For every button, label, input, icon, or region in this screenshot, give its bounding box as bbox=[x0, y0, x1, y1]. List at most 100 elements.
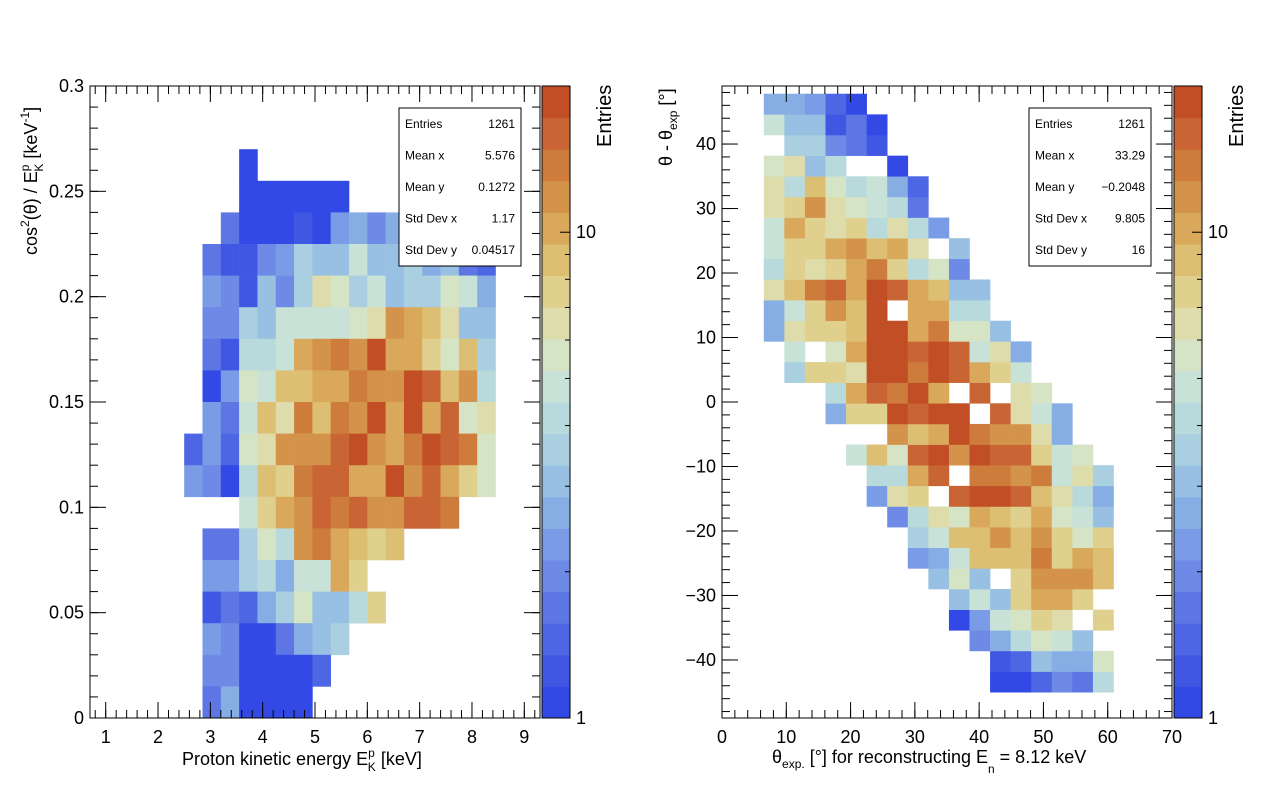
heatmap-cell bbox=[367, 402, 386, 434]
heatmap-cell bbox=[422, 338, 441, 371]
heatmap-cell bbox=[330, 465, 350, 498]
heatmap-cell bbox=[330, 244, 350, 276]
heatmap-cell bbox=[312, 591, 331, 624]
y-tick-label: 0.25 bbox=[49, 181, 84, 201]
heatmap-cell bbox=[763, 176, 785, 198]
stats-value: 5.576 bbox=[485, 149, 515, 163]
heatmap-cell bbox=[866, 320, 888, 342]
heatmap-cell bbox=[1051, 650, 1073, 672]
heatmap-cell bbox=[928, 341, 950, 363]
heatmap-cell bbox=[1051, 403, 1073, 425]
heatmap-cell bbox=[948, 403, 970, 425]
heatmap-cell bbox=[458, 433, 478, 466]
right-palette-title: Entries bbox=[1226, 85, 1248, 147]
heatmap-cell bbox=[1072, 485, 1094, 507]
palette-tick-label: 10 bbox=[576, 222, 596, 242]
heatmap-cell bbox=[846, 444, 867, 466]
heatmap-cell bbox=[294, 528, 313, 561]
heatmap-cell bbox=[846, 238, 867, 260]
heatmap-cell bbox=[220, 560, 240, 592]
heatmap-cell bbox=[928, 527, 950, 549]
heatmap-cell bbox=[1051, 527, 1073, 549]
heatmap-cell bbox=[257, 212, 277, 245]
heatmap-cell bbox=[1010, 382, 1032, 404]
heatmap-cell bbox=[257, 528, 277, 561]
heatmap-cell bbox=[294, 275, 313, 308]
x-tick-label: 8 bbox=[467, 727, 477, 747]
heatmap-cell bbox=[887, 176, 909, 198]
heatmap-cell bbox=[294, 370, 313, 403]
heatmap-cell bbox=[1051, 609, 1073, 631]
heatmap-cell bbox=[948, 341, 970, 363]
heatmap-cell bbox=[846, 114, 867, 136]
heatmap-cell bbox=[239, 307, 258, 340]
heatmap-cell bbox=[1031, 609, 1053, 631]
heatmap-cell bbox=[257, 465, 277, 498]
heatmap-cell bbox=[1010, 527, 1032, 549]
heatmap-cell bbox=[825, 196, 847, 218]
heatmap-cell bbox=[948, 300, 970, 322]
heatmap-cell bbox=[1010, 423, 1032, 445]
palette-swatch bbox=[1174, 180, 1202, 213]
heatmap-cell bbox=[1072, 568, 1094, 590]
heatmap-cell bbox=[846, 300, 867, 322]
heatmap-cell bbox=[948, 238, 970, 260]
palette-swatch bbox=[542, 149, 570, 182]
x-tick-label: 0 bbox=[717, 727, 727, 747]
y-tick-label: −40 bbox=[685, 650, 716, 670]
heatmap-cell bbox=[257, 307, 277, 340]
heatmap-cell bbox=[458, 402, 478, 434]
heatmap-cell bbox=[887, 465, 909, 487]
heatmap-cell bbox=[257, 402, 277, 434]
heatmap-cell bbox=[294, 496, 313, 529]
heatmap-cell bbox=[1010, 609, 1032, 631]
heatmap-cell bbox=[969, 320, 991, 342]
heatmap-cell bbox=[763, 238, 785, 260]
heatmap-cell bbox=[825, 238, 847, 260]
heatmap-cell bbox=[1031, 506, 1053, 528]
heatmap-cell bbox=[928, 568, 950, 590]
heatmap-cell bbox=[763, 217, 785, 239]
heatmap-cell bbox=[825, 403, 847, 425]
heatmap-cell bbox=[804, 300, 826, 322]
heatmap-cell bbox=[804, 114, 826, 136]
heatmap-cell bbox=[990, 671, 1011, 693]
heatmap-cell bbox=[1072, 650, 1094, 672]
palette-frame bbox=[1173, 85, 1203, 719]
heatmap-cell bbox=[312, 212, 331, 245]
heatmap-cell bbox=[385, 433, 405, 466]
heatmap-cell bbox=[239, 560, 258, 592]
heatmap-cell bbox=[990, 650, 1011, 672]
heatmap-cell bbox=[294, 433, 313, 466]
heatmap-cell bbox=[330, 433, 350, 466]
heatmap-cell bbox=[1051, 506, 1073, 528]
heatmap-cell bbox=[866, 300, 888, 322]
palette-swatch bbox=[1174, 686, 1202, 719]
heatmap-cell bbox=[312, 180, 331, 213]
stats-label: Mean x bbox=[405, 149, 444, 163]
y-tick-label: 0.05 bbox=[49, 603, 84, 623]
x-tick-label: 1 bbox=[101, 727, 111, 747]
heatmap-cell bbox=[784, 114, 806, 136]
heatmap-cell bbox=[928, 320, 950, 342]
x-tick-label: 10 bbox=[776, 727, 796, 747]
palette-swatch bbox=[1174, 244, 1202, 277]
heatmap-cell bbox=[403, 496, 423, 529]
palette-swatch bbox=[1174, 654, 1202, 687]
heatmap-cell bbox=[887, 279, 909, 301]
heatmap-cell bbox=[887, 320, 909, 342]
heatmap-cell bbox=[367, 528, 386, 561]
heatmap-cell bbox=[948, 444, 970, 466]
heatmap-cell bbox=[866, 238, 888, 260]
heatmap-cell bbox=[1031, 485, 1053, 507]
heatmap-cell bbox=[477, 402, 496, 434]
heatmap-cell bbox=[422, 307, 441, 340]
heatmap-cell bbox=[184, 465, 203, 498]
heatmap-cell bbox=[846, 320, 867, 342]
heatmap-cell bbox=[948, 362, 970, 383]
heatmap-cell bbox=[440, 496, 460, 529]
left-axis-ticks: 1 2 3 4 5 6 7 8 9 0 0.05 0.1 0.15 0.2 0.25 0.3 bbox=[49, 76, 540, 747]
palette-swatch bbox=[1174, 275, 1202, 308]
x-tick-label: 30 bbox=[905, 727, 925, 747]
